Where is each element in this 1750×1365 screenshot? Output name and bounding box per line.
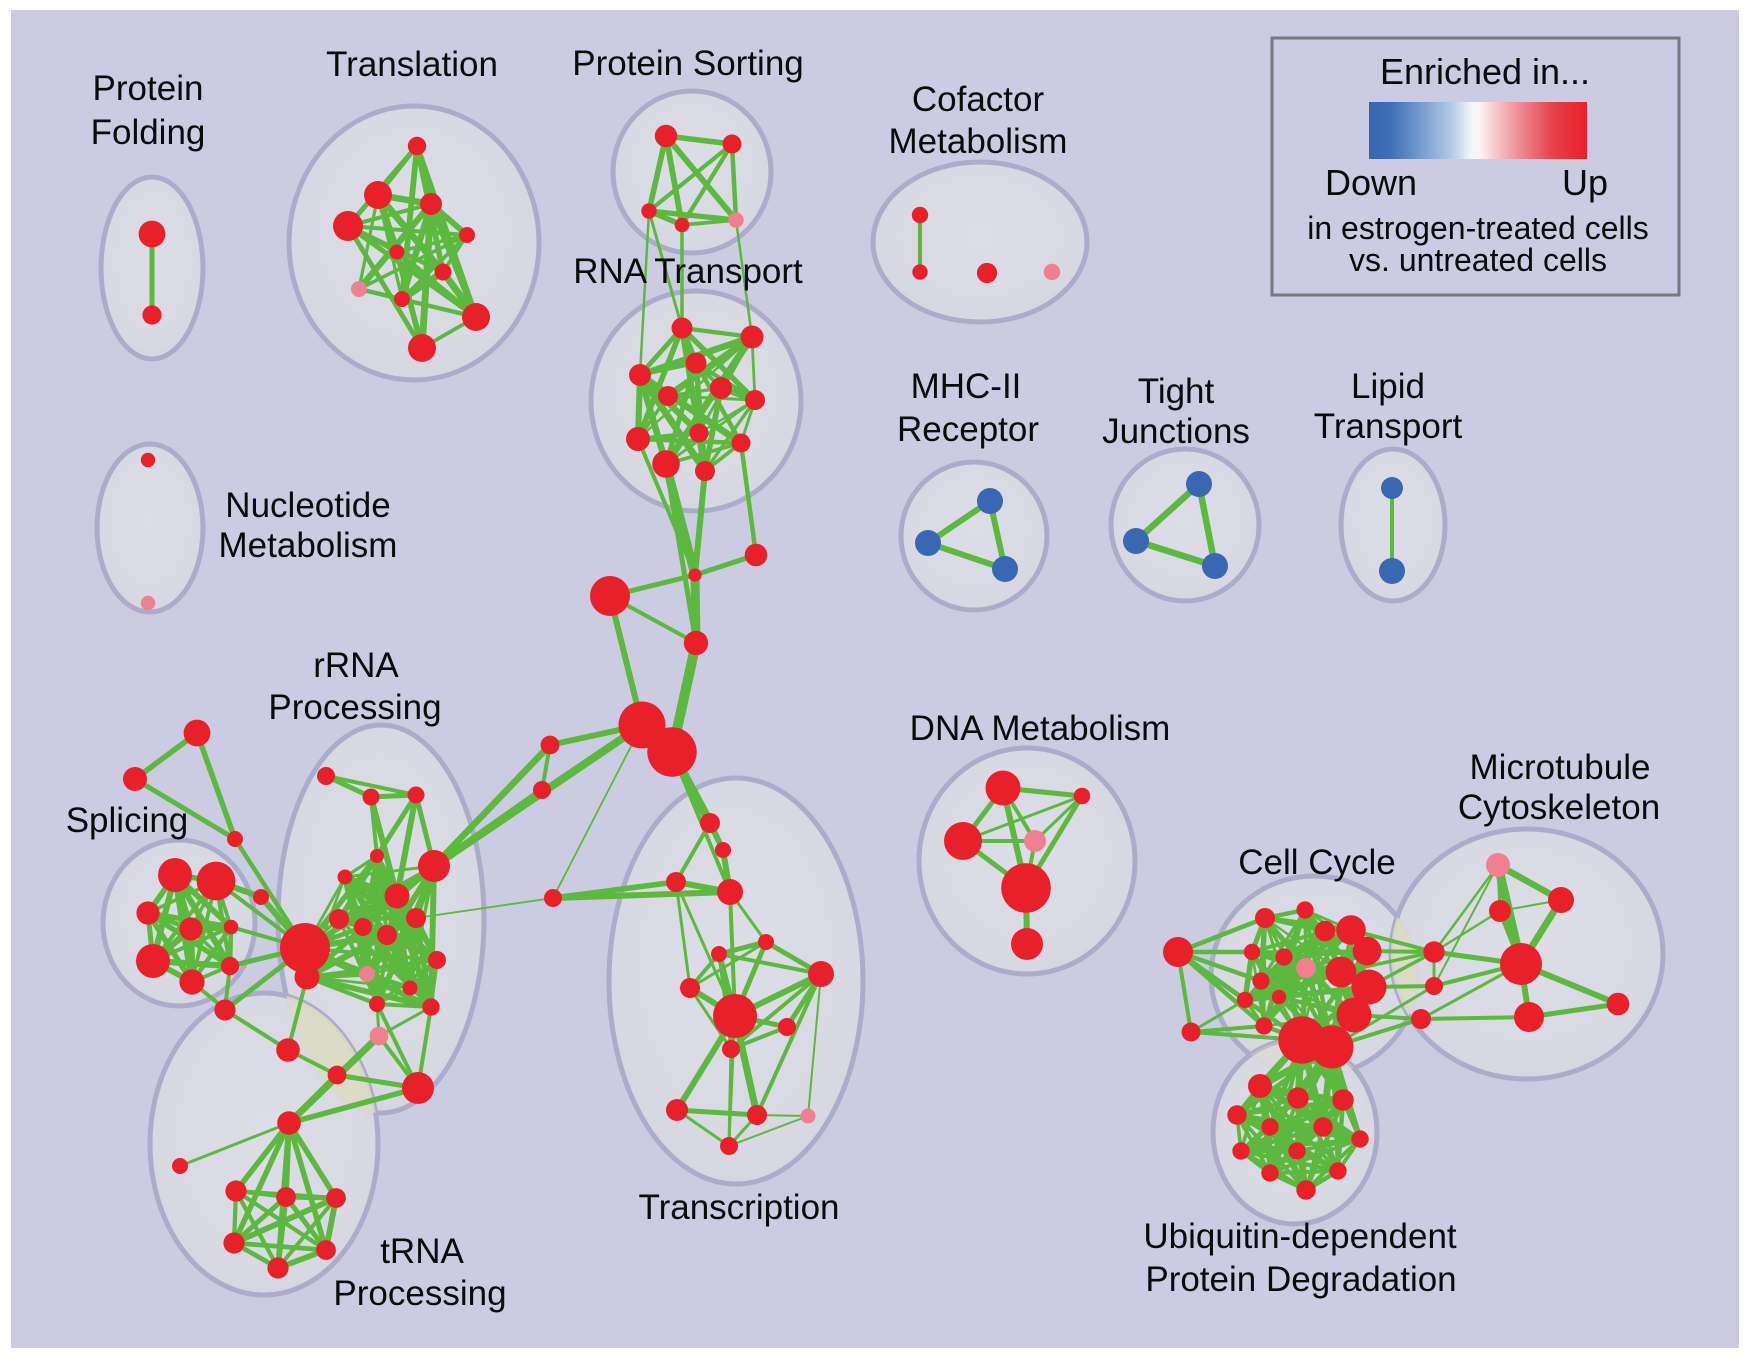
svg-text:RNA Transport: RNA Transport (573, 252, 803, 291)
svg-text:Enriched in...: Enriched in... (1380, 51, 1590, 92)
svg-text:Tight: Tight (1138, 372, 1215, 411)
svg-text:Protein Sorting: Protein Sorting (572, 44, 804, 83)
svg-text:tRNA: tRNA (380, 1232, 464, 1271)
svg-text:Transport: Transport (1314, 407, 1463, 446)
svg-text:in estrogen-treated cells: in estrogen-treated cells (1307, 210, 1649, 246)
svg-text:Cytoskeleton: Cytoskeleton (1458, 788, 1660, 827)
svg-text:vs. untreated cells: vs. untreated cells (1349, 242, 1607, 278)
svg-text:Translation: Translation (326, 45, 498, 84)
svg-text:Metabolism: Metabolism (219, 526, 398, 565)
svg-text:Ubiquitin-dependent: Ubiquitin-dependent (1143, 1217, 1457, 1256)
svg-text:Processing: Processing (333, 1274, 506, 1313)
svg-text:Protein: Protein (93, 69, 204, 108)
svg-text:Folding: Folding (91, 113, 206, 152)
svg-text:Junctions: Junctions (1102, 412, 1250, 451)
svg-text:Nucleotide: Nucleotide (225, 486, 390, 525)
svg-text:Metabolism: Metabolism (889, 122, 1068, 161)
svg-text:Up: Up (1562, 162, 1608, 203)
svg-text:Processing: Processing (268, 688, 441, 727)
svg-text:Protein Degradation: Protein Degradation (1145, 1260, 1456, 1299)
svg-text:rRNA: rRNA (313, 646, 399, 685)
svg-text:Down: Down (1325, 162, 1417, 203)
svg-text:MHC-II: MHC-II (911, 367, 1022, 406)
svg-text:Receptor: Receptor (897, 410, 1039, 449)
svg-text:Lipid: Lipid (1351, 367, 1425, 406)
svg-text:Cofactor: Cofactor (912, 80, 1045, 119)
svg-text:Microtubule: Microtubule (1470, 748, 1651, 787)
svg-text:DNA Metabolism: DNA Metabolism (910, 709, 1171, 748)
svg-text:Transcription: Transcription (639, 1188, 840, 1227)
svg-text:Splicing: Splicing (66, 801, 189, 840)
svg-text:Cell Cycle: Cell Cycle (1238, 843, 1396, 882)
